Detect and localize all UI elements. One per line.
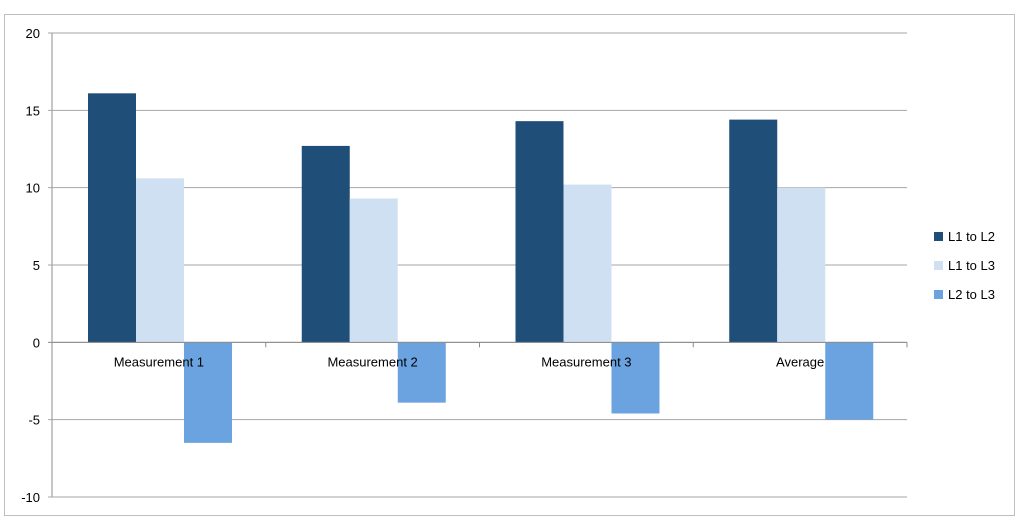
legend-swatch [934, 261, 943, 270]
y-axis-ticks: 20 15 10 5 0 -5 -10 [21, 26, 40, 505]
bar [825, 342, 874, 420]
y-tick-label: 20 [26, 26, 40, 41]
bar [349, 198, 398, 343]
legend: L1 to L2 L1 to L3 L2 to L3 [934, 229, 995, 302]
legend-label: L1 to L2 [948, 229, 995, 244]
bar [729, 119, 778, 343]
y-tick-label: 5 [33, 258, 40, 273]
y-tick-label: -10 [21, 490, 40, 505]
chart-frame [4, 14, 1015, 516]
legend-swatch [934, 232, 943, 241]
bar [88, 93, 136, 343]
bars [52, 93, 907, 443]
category-label: Measurement 1 [114, 354, 204, 369]
bar [397, 342, 446, 403]
y-tick-label: 15 [26, 103, 40, 118]
y-tick-label: 0 [33, 335, 40, 350]
bar [515, 121, 564, 343]
bar [136, 178, 184, 343]
bar [184, 342, 232, 443]
category-label: Measurement 2 [327, 354, 417, 369]
legend-label: L1 to L3 [948, 258, 995, 273]
y-tick-label: -5 [28, 413, 40, 428]
legend-swatch [934, 290, 943, 299]
bar [777, 187, 826, 343]
bar [611, 342, 660, 414]
legend-label: L2 to L3 [948, 287, 995, 302]
bar [301, 145, 350, 343]
category-label: Average [776, 354, 824, 369]
bar [563, 184, 612, 343]
y-tick-label: 10 [26, 181, 40, 196]
category-labels: Measurement 1 Measurement 2 Measurement 3 A… [114, 354, 825, 369]
category-label: Measurement 3 [541, 354, 631, 369]
